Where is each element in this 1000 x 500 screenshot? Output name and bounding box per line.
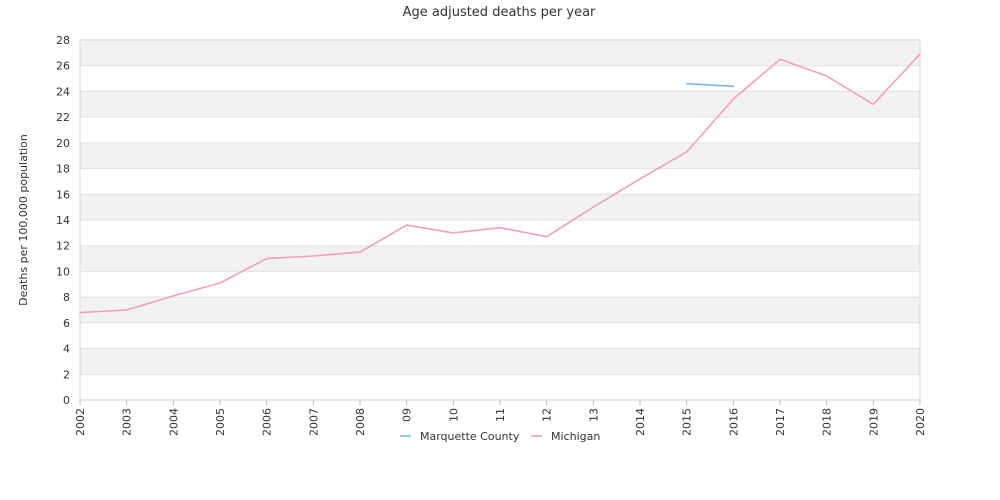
legend: Marquette County Michigan: [400, 430, 600, 443]
x-axis-ticks: 2002 2003 2004 2005 2006 2007 2008 09 10 11 12 13 20…: [74, 400, 927, 436]
chart-title: Age adjusted deaths per year: [403, 5, 596, 20]
x-tick-label: 13: [587, 408, 600, 422]
y-tick-label: 10: [56, 265, 70, 278]
x-tick-label: 2005: [214, 408, 227, 436]
plot-band: [80, 91, 920, 118]
x-tick-label: 10: [447, 408, 460, 422]
y-tick-label: 12: [56, 240, 70, 253]
x-tick-label: 2007: [307, 408, 320, 436]
x-tick-label: 11: [494, 408, 507, 422]
x-tick-label: 2014: [634, 408, 647, 436]
plot-bands: [80, 40, 920, 400]
x-tick-label: 2015: [681, 408, 694, 436]
series-line-michigan: [79, 53, 921, 314]
plot-band: [80, 220, 920, 246]
legend-label[interactable]: Marquette County: [420, 430, 520, 443]
x-tick-label: 2019: [867, 408, 880, 436]
y-tick-label: 0: [63, 394, 70, 407]
plot-band: [80, 322, 920, 349]
plot-band: [80, 194, 920, 220]
x-tick-label: 09: [401, 408, 414, 422]
series-lines: [79, 53, 921, 314]
y-tick-label: 24: [56, 85, 70, 98]
plot-band: [80, 142, 920, 169]
plot-band: [80, 245, 920, 272]
x-tick-label: 2006: [261, 408, 274, 436]
y-tick-label: 6: [63, 317, 70, 330]
y-tick-label: 4: [63, 343, 70, 356]
legend-label[interactable]: Michigan: [551, 430, 600, 443]
x-tick-label: 2008: [354, 408, 367, 436]
x-tick-label: 2004: [167, 408, 180, 436]
x-tick-label: 2020: [914, 408, 927, 436]
y-tick-label: 28: [56, 34, 70, 47]
y-tick-label: 8: [63, 291, 70, 304]
x-tick-label: 12: [541, 408, 554, 422]
y-axis-label: Deaths per 100,000 population: [17, 134, 30, 306]
x-tick-label: 2018: [821, 408, 834, 436]
plot-band: [80, 297, 920, 323]
x-tick-label: 2003: [121, 408, 134, 436]
gridlines: [79, 39, 921, 401]
y-tick-label: 18: [56, 163, 70, 176]
x-tick-label: 2016: [727, 408, 740, 436]
y-tick-label: 22: [56, 111, 70, 124]
y-tick-label: 2: [63, 368, 70, 381]
y-tick-label: 26: [56, 60, 70, 73]
plot-band: [80, 117, 920, 143]
plot-band: [80, 40, 920, 66]
plot-band: [80, 271, 920, 298]
x-tick-label: 2002: [74, 408, 87, 436]
x-tick-label: 2017: [774, 408, 787, 436]
plot-band: [80, 168, 920, 195]
plot-band: [80, 348, 920, 375]
y-tick-label: 16: [56, 188, 70, 201]
series-line-marquette-county: [685, 82, 735, 88]
plot-band: [80, 374, 920, 400]
y-tick-label: 14: [56, 214, 70, 227]
plot-band: [80, 65, 920, 92]
y-tick-label: 20: [56, 137, 70, 150]
